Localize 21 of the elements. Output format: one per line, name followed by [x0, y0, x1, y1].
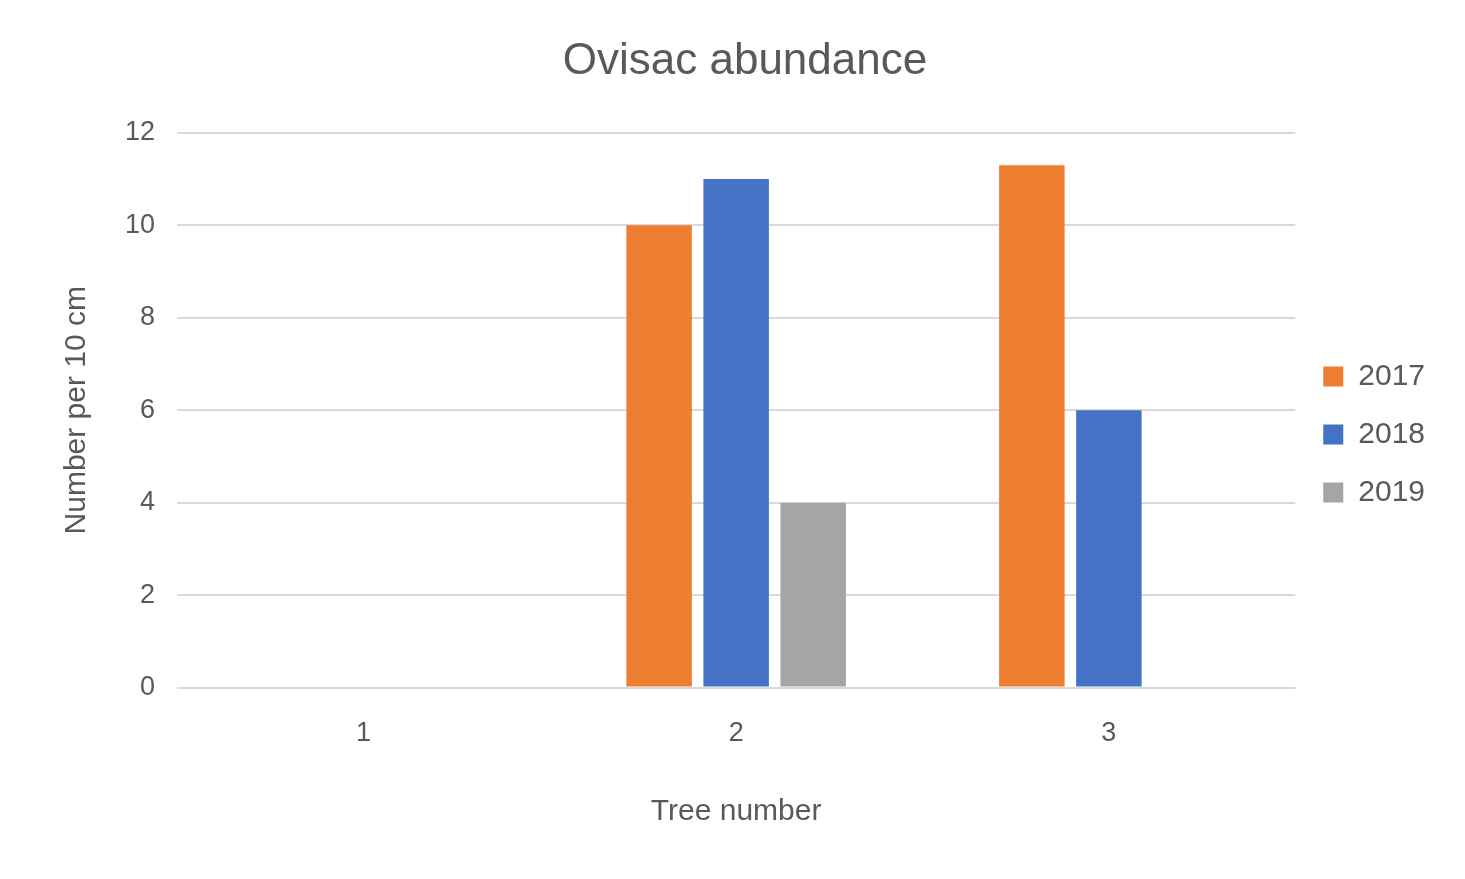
y-tick-label: 4 [140, 486, 156, 517]
legend-label: 2019 [1358, 473, 1426, 507]
bar [1076, 410, 1142, 687]
chart-title: Ovisac abundance [562, 33, 928, 83]
legend-label: 2018 [1358, 415, 1426, 449]
bar [626, 225, 692, 687]
x-axis-title: Tree number [650, 793, 822, 827]
y-axis-title: Number per 10 cm [58, 285, 92, 535]
y-tick-label: 8 [140, 301, 156, 332]
y-tick-label: 12 [124, 116, 156, 147]
x-tick-label: 3 [1101, 717, 1117, 748]
bar [703, 179, 769, 687]
y-tick-label: 10 [124, 208, 156, 239]
bar [999, 165, 1065, 687]
y-tick-label: 0 [140, 671, 156, 702]
y-tick-label: 2 [140, 578, 156, 609]
x-tick-label: 1 [355, 717, 371, 748]
y-tick-label: 6 [140, 393, 156, 424]
x-tick-label: 2 [728, 717, 744, 748]
legend-label: 2017 [1358, 357, 1426, 391]
bar [780, 502, 846, 687]
